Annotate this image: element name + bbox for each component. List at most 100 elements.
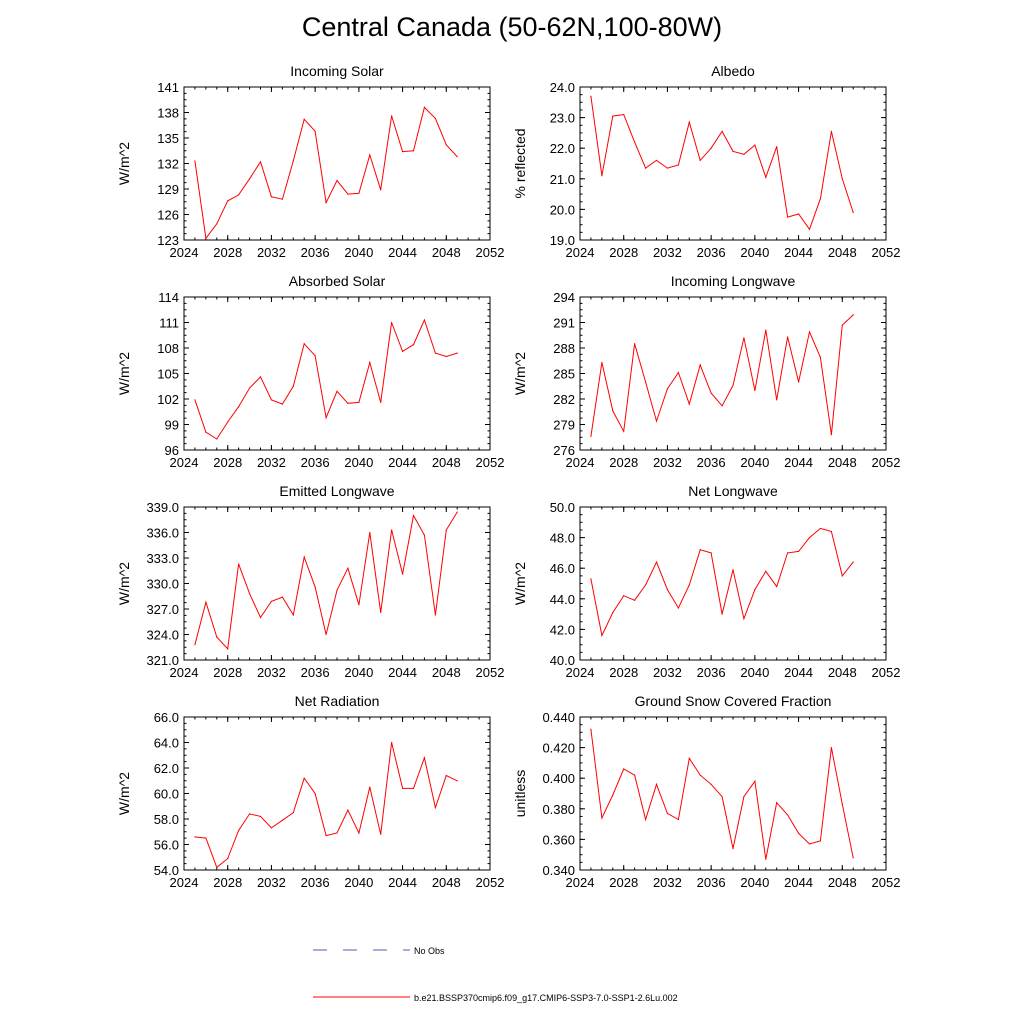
data-point	[634, 599, 636, 601]
chart-panel: Albedo % reflected 2024 2028 2032 2036 2040 204…	[512, 63, 900, 260]
data-point	[423, 534, 426, 536]
data-point	[227, 648, 229, 650]
chart-panel: Incoming Solar W/m^2 2024 2028 2032 2036 2040 2…	[116, 63, 504, 260]
data-point	[754, 780, 756, 782]
data-point	[732, 847, 734, 850]
data-point	[292, 812, 294, 814]
data-point	[699, 364, 701, 366]
x-tick-label: 2024	[170, 245, 199, 260]
y-axis-label: W/m^2	[116, 772, 132, 815]
data-point	[292, 385, 294, 387]
x-tick-label: 2044	[784, 875, 813, 890]
data-point	[655, 420, 658, 422]
x-tick-label: 2040	[740, 245, 769, 260]
y-tick-label: 291	[553, 316, 575, 331]
data-point	[590, 728, 592, 730]
data-point	[194, 836, 196, 838]
data-point	[776, 585, 778, 588]
y-axis-label: unitless	[512, 770, 528, 817]
x-tick-label: 2052	[872, 875, 901, 890]
legend: No Obs b.e21.BSSP370cmip6.f09_g17.CMIP6-…	[313, 946, 678, 1003]
data-point	[688, 403, 690, 405]
y-tick-label: 54.0	[154, 863, 179, 878]
y-tick-label: 279	[553, 418, 575, 433]
series-line	[590, 314, 854, 437]
y-axis-label: W/m^2	[512, 562, 528, 605]
data-point	[808, 331, 811, 333]
data-point	[314, 792, 316, 795]
data-point	[238, 829, 240, 832]
x-tick-label: 2052	[872, 455, 901, 470]
data-point	[776, 802, 778, 804]
y-tick-label: 282	[553, 392, 575, 407]
data-point	[303, 556, 305, 558]
y-tick-label: 327.0	[146, 602, 179, 617]
panel-title: Net Radiation	[295, 693, 380, 709]
data-point	[259, 376, 262, 378]
data-point	[358, 192, 360, 194]
x-tick-label: 2032	[653, 875, 682, 890]
legend-obs-label: No Obs	[414, 946, 445, 956]
data-point	[347, 809, 349, 811]
y-tick-label: 42.0	[550, 622, 575, 637]
series-line	[194, 318, 458, 440]
y-tick-label: 60.0	[154, 787, 179, 802]
x-tick-label: 2044	[388, 665, 417, 680]
data-point	[336, 589, 338, 591]
y-tick-label: 58.0	[154, 812, 179, 827]
data-point	[721, 130, 723, 132]
data-point	[623, 113, 625, 116]
data-point	[423, 106, 426, 108]
data-point	[205, 237, 207, 239]
y-axis-label: % reflected	[512, 128, 528, 198]
data-point	[841, 324, 843, 326]
x-tick-label: 2036	[301, 875, 330, 890]
data-point	[797, 832, 800, 834]
data-point	[634, 343, 636, 345]
x-tick-label: 2040	[344, 455, 373, 470]
data-point	[787, 336, 789, 338]
y-tick-label: 64.0	[154, 736, 179, 751]
data-point	[721, 795, 723, 798]
y-tick-label: 105	[157, 367, 179, 382]
data-point	[677, 164, 679, 166]
data-point	[423, 319, 426, 321]
data-point	[830, 747, 832, 749]
y-tick-label: 102	[157, 392, 179, 407]
x-tick-label: 2052	[476, 665, 505, 680]
data-point	[303, 777, 305, 779]
panel-title: Ground Snow Covered Fraction	[635, 693, 832, 709]
x-tick-label: 2044	[388, 875, 417, 890]
data-point	[248, 813, 251, 815]
data-point	[677, 818, 679, 821]
data-point	[797, 550, 800, 552]
x-tick-label: 2052	[476, 455, 505, 470]
data-point	[281, 403, 283, 405]
x-tick-label: 2032	[653, 245, 682, 260]
data-point	[743, 618, 745, 620]
y-tick-label: 138	[157, 106, 179, 121]
data-point	[765, 176, 767, 178]
data-point	[797, 213, 800, 215]
data-point	[216, 438, 218, 440]
x-tick-label: 2036	[697, 875, 726, 890]
data-point	[743, 795, 745, 798]
data-point	[732, 150, 734, 152]
data-point	[369, 531, 371, 534]
x-tick-label: 2024	[566, 665, 595, 680]
plot-frame	[579, 506, 887, 661]
x-tick-label: 2040	[344, 875, 373, 890]
x-tick-label: 2036	[301, 665, 330, 680]
y-tick-label: 114	[158, 290, 179, 305]
x-tick-label: 2040	[740, 665, 769, 680]
y-tick-label: 276	[553, 443, 575, 458]
data-point	[456, 156, 458, 158]
data-point	[358, 604, 360, 606]
x-tick-label: 2052	[476, 875, 505, 890]
data-point	[412, 514, 415, 517]
data-point	[830, 530, 832, 533]
data-point	[358, 832, 360, 834]
data-point	[765, 329, 767, 331]
data-point	[445, 144, 447, 146]
